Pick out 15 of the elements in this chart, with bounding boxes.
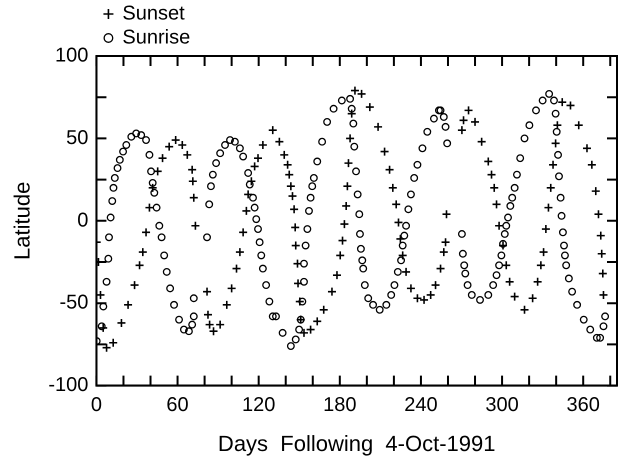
x-tick-label: 60 [166,394,189,416]
x-axis-title: Days Following 4-Oct-1991 [218,430,496,456]
x-tick-label: 300 [485,394,519,416]
x-tick-label: 360 [566,394,600,416]
y-tick-label: 0 [77,209,88,232]
y-tick-label: -50 [60,292,88,314]
x-tick-label: 180 [323,394,356,416]
x-tick-label: 240 [404,394,438,416]
legend-label: Sunset [122,2,186,25]
legend-label: Sunrise [122,26,190,49]
y-tick-label: 100 [55,44,88,67]
x-tick-label: 120 [242,394,276,416]
y-tick-label: -100 [48,374,88,396]
y-axis-title: Latitude [9,182,34,260]
y-tick-label: 50 [66,126,88,149]
